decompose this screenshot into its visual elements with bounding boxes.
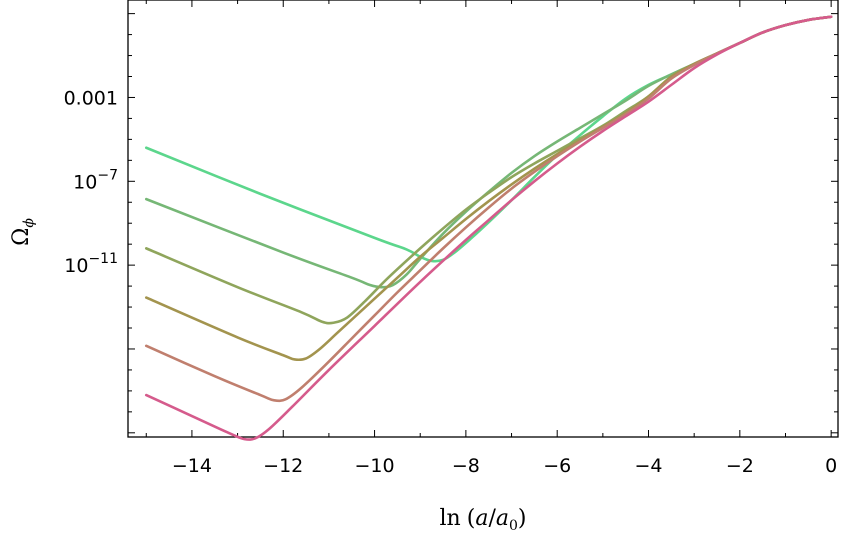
x-tick-label: −8 xyxy=(452,455,480,477)
plot-frame xyxy=(127,0,839,438)
axis-ticks xyxy=(128,0,838,437)
y-tick-label: 0.001 xyxy=(64,87,118,109)
y-tick-label: 10−11 xyxy=(64,251,118,277)
x-tick-label: −6 xyxy=(543,455,571,477)
tick-labels: −14 −12 −10 −8 −6 −4 −2 0 0.001 10−7 10−11 xyxy=(64,87,838,477)
x-axis-label: ln (a/a0) xyxy=(440,506,527,534)
x-tick-label: −2 xyxy=(726,455,754,477)
x-tick-label: −14 xyxy=(172,455,212,477)
series-lines xyxy=(144,15,833,441)
x-tick-label: −10 xyxy=(355,455,395,477)
series-line-1 xyxy=(144,15,833,263)
series-line-2 xyxy=(144,15,833,289)
x-tick-label: 0 xyxy=(825,455,837,477)
x-tick-label: −4 xyxy=(635,455,663,477)
y-tick-label: 10−7 xyxy=(73,167,118,193)
series-line-3 xyxy=(144,15,833,325)
y-axis-label: Ωϕ xyxy=(9,218,37,246)
x-tick-label: −12 xyxy=(263,455,303,477)
series-line-6 xyxy=(144,15,833,441)
